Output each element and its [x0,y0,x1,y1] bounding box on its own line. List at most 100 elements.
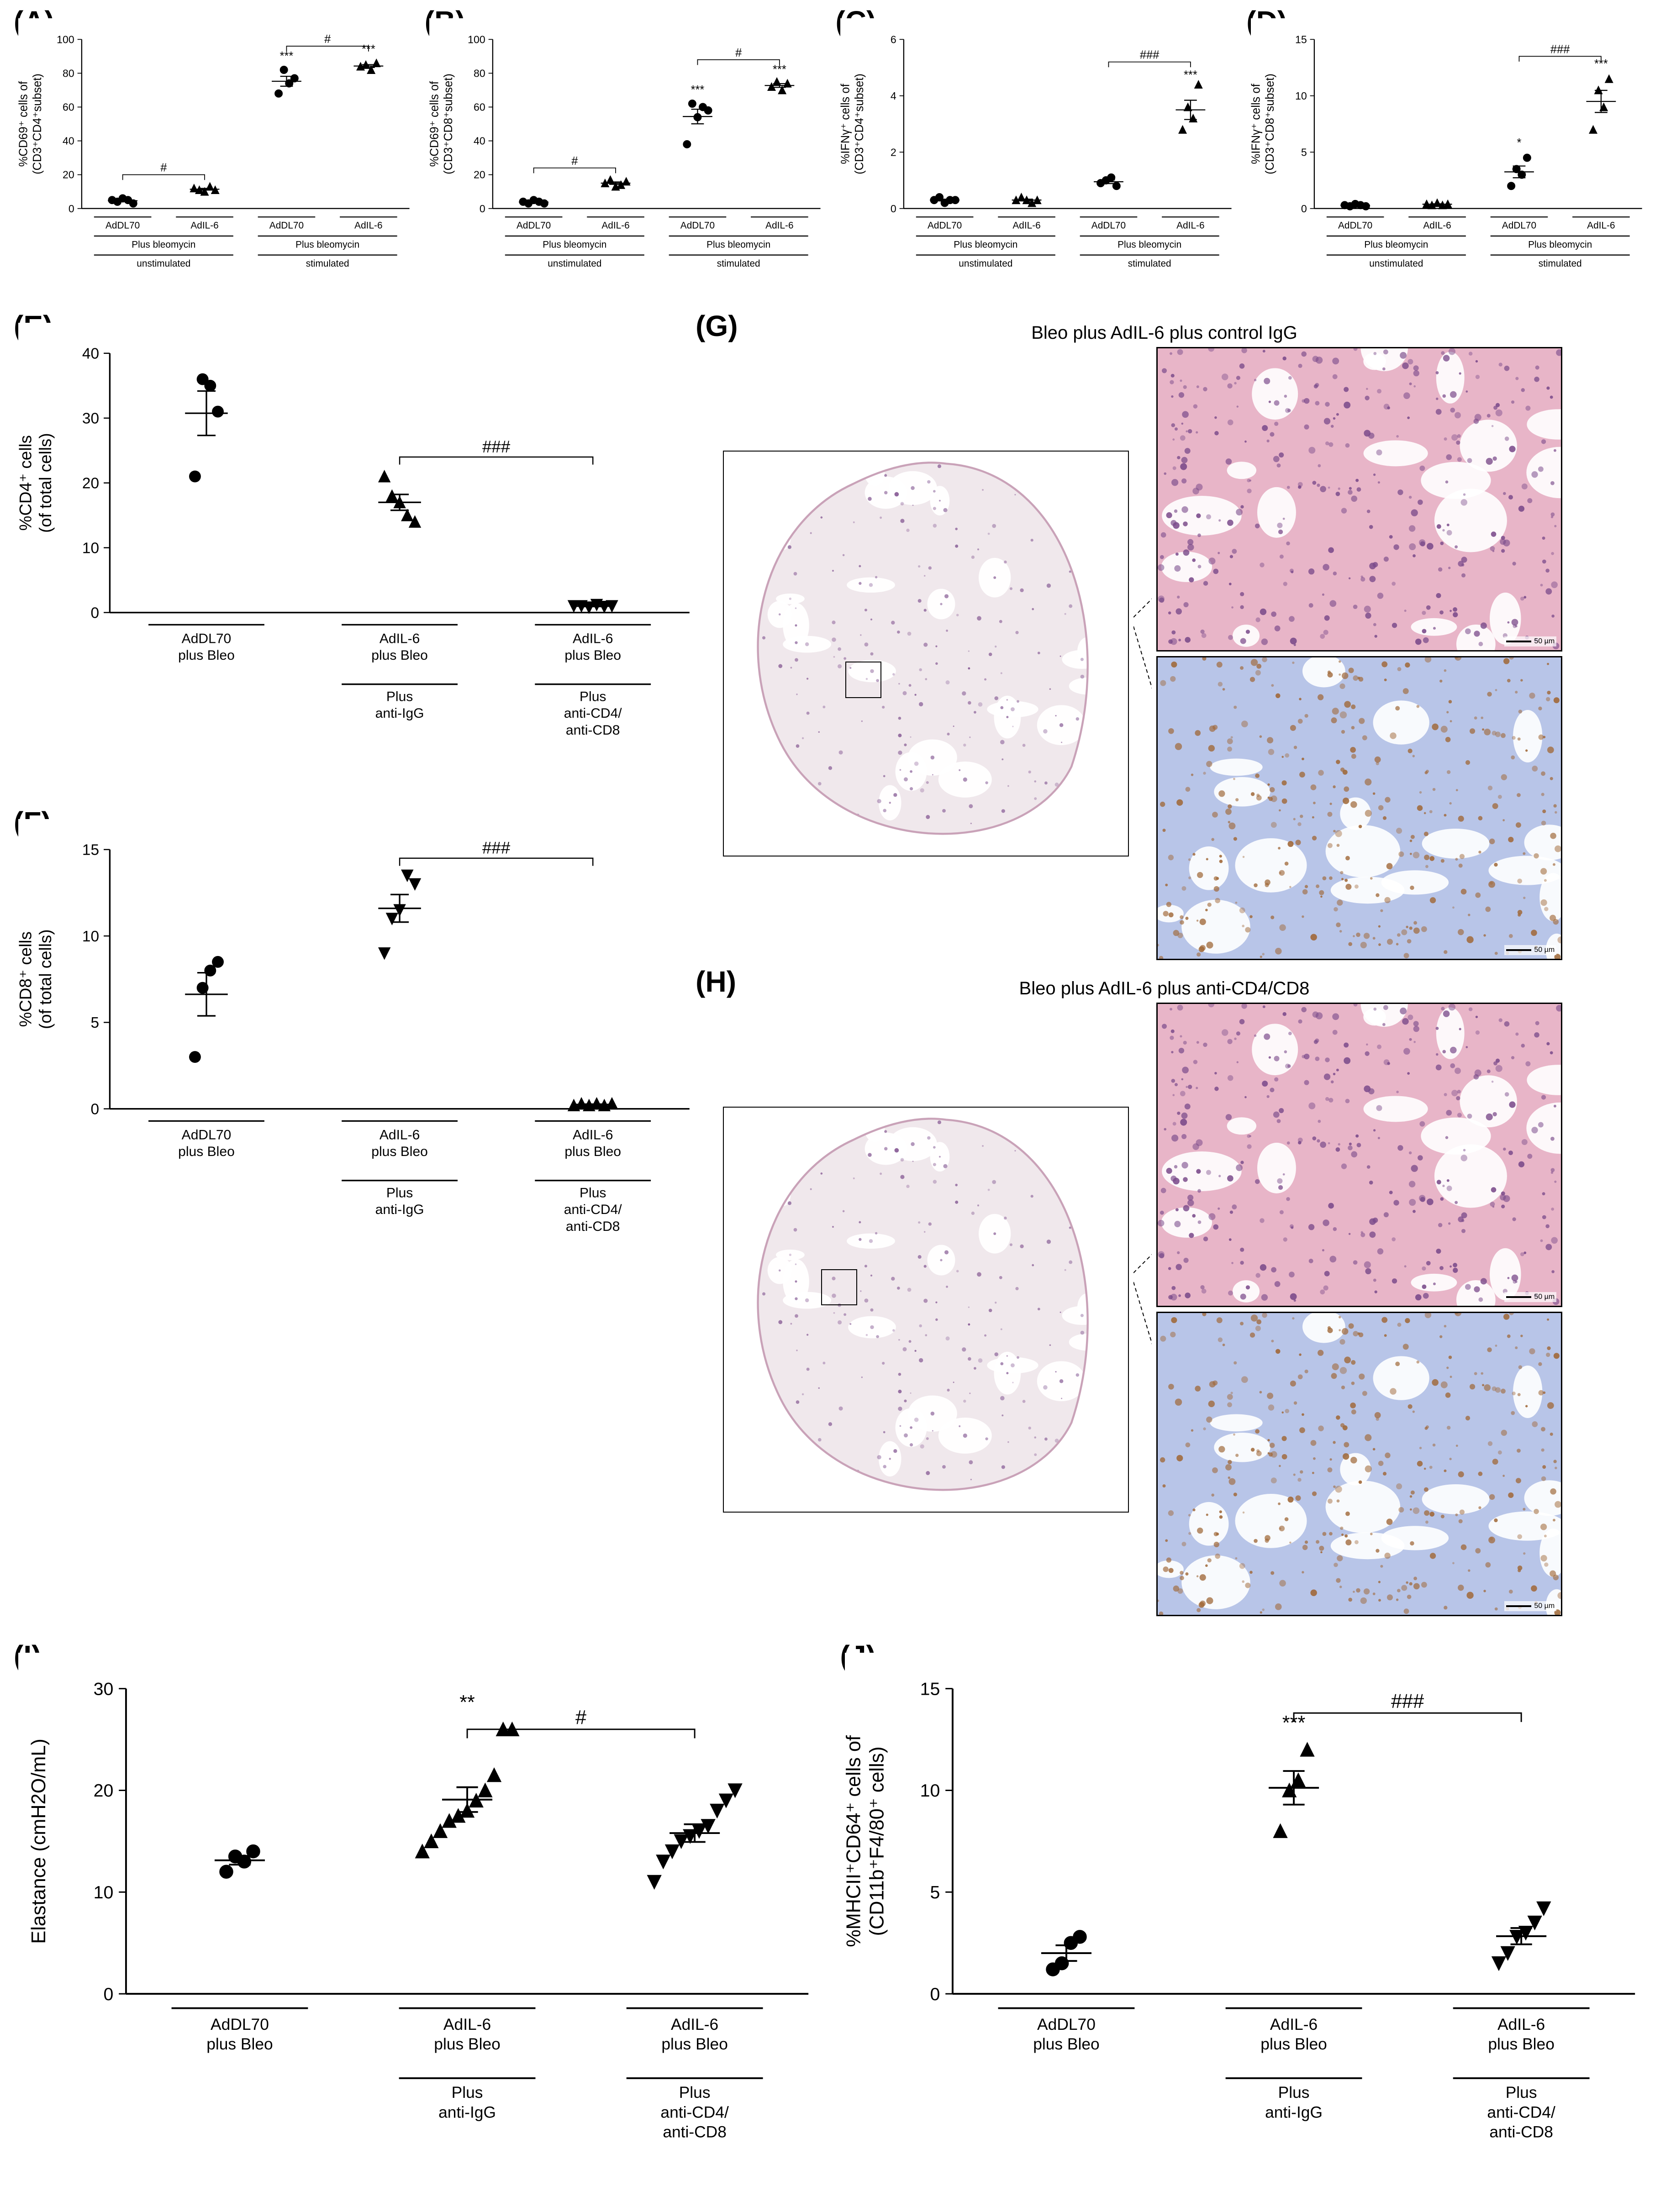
svg-text:***: *** [362,43,375,56]
svg-text:Plus: Plus [386,689,413,704]
svg-text:###: ### [482,437,511,456]
micro-layout-H: 50 µm 50 µm [723,1003,1606,1616]
svg-text:10: 10 [920,1781,940,1801]
micrograph-lung-H [723,1107,1129,1513]
svg-text:15: 15 [1295,33,1307,45]
svg-text:AdIL-6: AdIL-6 [765,221,793,231]
svg-text:AdIL-6: AdIL-6 [1423,221,1451,231]
svg-text:AdIL-6: AdIL-6 [190,221,218,231]
svg-text:6: 6 [890,33,896,45]
panel-label-G: (G) [696,309,738,343]
svg-text:###: ### [1139,49,1159,62]
panel-D: (D) 051015%IFNγ⁺ cells of(CD3⁺CD8⁺subset… [1251,18,1653,295]
svg-text:%IFNγ⁺ cells of: %IFNγ⁺ cells of [1251,84,1263,164]
svg-text:plus Bleo: plus Bleo [206,2035,273,2053]
chart-D: 051015%IFNγ⁺ cells of(CD3⁺CD8⁺subset)###… [1251,18,1653,295]
svg-text:anti-CD8: anti-CD8 [1489,2123,1553,2141]
scale-bar-H-ihc: 50 µm [1504,1601,1556,1611]
svg-text:15: 15 [82,842,99,859]
svg-text:###: ### [1550,43,1570,56]
svg-text:Plus: Plus [580,1185,606,1200]
svg-text:AdDL70: AdDL70 [269,221,304,231]
svg-text:AdIL-6: AdIL-6 [443,2016,491,2033]
svg-text:AdIL-6: AdIL-6 [380,1128,420,1143]
svg-text:20: 20 [94,1781,114,1801]
svg-text:AdDL70: AdDL70 [1338,221,1372,231]
svg-text:anti-CD4/: anti-CD4/ [564,1202,622,1217]
svg-text:stimulated: stimulated [1539,258,1582,269]
svg-text:(of total cells): (of total cells) [36,433,55,532]
svg-text:Plus bleomycin: Plus bleomycin [543,239,606,250]
svg-text:Plus: Plus [679,2084,711,2102]
svg-text:#: # [324,33,331,46]
svg-text:AdIL-6: AdIL-6 [573,1128,613,1143]
svg-text:30: 30 [82,410,99,427]
svg-text:15: 15 [920,1679,940,1699]
scale-bar-H-he: 50 µm [1504,1292,1556,1302]
svg-text:AdDL70: AdDL70 [927,221,961,231]
left-column-EF: (E) 010203040%CD4⁺ cells(of total cells)… [18,323,705,1616]
svg-text:AdIL-6: AdIL-6 [380,631,420,646]
roi-box-H [821,1269,858,1306]
svg-text:5: 5 [1301,146,1307,158]
svg-text:(of total cells): (of total cells) [36,930,55,1029]
svg-text:60: 60 [474,101,485,113]
svg-text:0: 0 [104,1984,114,2004]
svg-text:0: 0 [1301,203,1307,215]
svg-text:10: 10 [1295,90,1307,102]
right-column-GH: (G) Bleo plus AdIL-6 plus control IgG 50… [723,323,1606,1616]
svg-text:anti-IgG: anti-IgG [375,706,424,721]
svg-text:Plus: Plus [580,689,606,704]
svg-text:###: ### [482,839,511,857]
svg-text:plus Bleo: plus Bleo [178,648,235,663]
svg-text:unstimulated: unstimulated [137,258,190,269]
micrograph-IHC-G: 50 µm [1156,656,1562,961]
svg-text:20: 20 [63,169,74,181]
svg-text:Plus bleomycin: Plus bleomycin [706,239,770,250]
svg-text:AdIL-6: AdIL-6 [601,221,629,231]
svg-text:#: # [160,162,167,174]
svg-text:anti-IgG: anti-IgG [1265,2103,1323,2121]
svg-text:***: *** [773,63,786,76]
svg-text:(CD3⁺CD8⁺subset): (CD3⁺CD8⁺subset) [442,74,455,174]
svg-text:AdIL-6: AdIL-6 [1270,2016,1317,2033]
svg-text:AdDL70: AdDL70 [182,1128,232,1143]
svg-text:AdDL70: AdDL70 [517,221,551,231]
svg-text:*: * [1517,137,1522,149]
svg-text:40: 40 [63,135,74,147]
micro-layout-G: 50 µm 50 µm [723,347,1606,961]
svg-text:10: 10 [94,1882,114,1902]
svg-text:5: 5 [930,1882,940,1902]
chart-C: 0246%IFNγ⁺ cells of(CD3⁺CD4⁺subset)###**… [840,18,1242,295]
svg-text:Plus bleomycin: Plus bleomycin [1118,239,1181,250]
svg-text:AdIL-6: AdIL-6 [671,2016,718,2033]
svg-text:0: 0 [90,604,99,621]
svg-text:(CD11b⁺F4/80⁺ cells): (CD11b⁺F4/80⁺ cells) [866,1746,888,1936]
svg-text:Plus bleomycin: Plus bleomycin [1528,239,1592,250]
svg-text:AdIL-6: AdIL-6 [573,631,613,646]
chart-E: 010203040%CD4⁺ cells(of total cells)###A… [18,323,705,783]
svg-text:AdDL70: AdDL70 [211,2016,269,2033]
svg-text:Plus bleomycin: Plus bleomycin [295,239,359,250]
svg-text:AdDL70: AdDL70 [105,221,140,231]
svg-text:0: 0 [90,1101,99,1118]
panel-A: (A) 020406080100%CD69⁺ cells of(CD3⁺CD4⁺… [18,18,420,295]
panel-B: (B) 020406080100%CD69⁺ cells of(CD3⁺CD8⁺… [429,18,831,295]
svg-text:#: # [735,47,742,59]
svg-text:anti-CD4/: anti-CD4/ [1487,2103,1555,2121]
panel-C: (C) 0246%IFNγ⁺ cells of(CD3⁺CD4⁺subset)#… [840,18,1242,295]
scale-bar-G-he: 50 µm [1504,636,1556,646]
svg-text:0: 0 [930,1984,940,2004]
svg-text:###: ### [1391,1690,1424,1712]
svg-text:5: 5 [90,1014,99,1031]
svg-text:stimulated: stimulated [1128,258,1171,269]
svg-text:80: 80 [474,67,485,79]
svg-text:anti-IgG: anti-IgG [375,1202,424,1217]
svg-text:30: 30 [94,1679,114,1699]
svg-text:Plus: Plus [386,1185,413,1200]
svg-text:20: 20 [82,475,99,492]
svg-text:AdDL70: AdDL70 [1091,221,1125,231]
svg-text:unstimulated: unstimulated [1370,258,1423,269]
svg-text:AdIL-6: AdIL-6 [1176,221,1204,231]
svg-text:Plus bleomycin: Plus bleomycin [132,239,195,250]
